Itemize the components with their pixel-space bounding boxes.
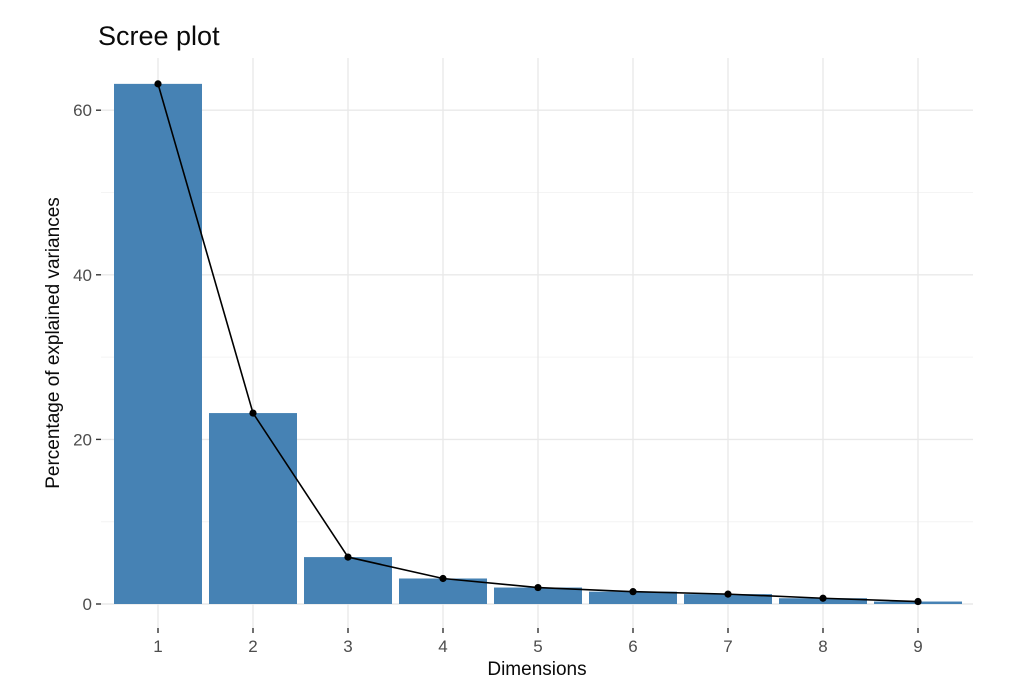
data-point-dim-1 — [154, 80, 162, 88]
bar-dim-1 — [114, 83, 202, 604]
data-point-dim-4 — [439, 574, 447, 583]
x-tick-label: 4 — [438, 637, 447, 656]
chart-layers: 1 2 3 4 5 6 7 8 9 0 20 40 60 — [73, 58, 973, 656]
x-axis-label: Dimensions — [487, 659, 586, 680]
x-tick-label: 8 — [818, 637, 827, 656]
bar-dim-7 — [684, 594, 772, 604]
data-point-dim-7 — [724, 590, 732, 598]
data-point-dim-6 — [629, 588, 637, 596]
y-tick-label: 40 — [73, 266, 92, 285]
bar-dim-5 — [494, 587, 582, 604]
y-tick-label: 0 — [83, 595, 92, 614]
x-tick-label: 6 — [628, 637, 637, 656]
y-tick-label: 20 — [73, 430, 92, 449]
data-point-dim-8 — [819, 594, 827, 602]
data-point-dim-2 — [249, 409, 257, 417]
x-tick-label: 5 — [533, 637, 542, 656]
x-tick-label: 2 — [248, 637, 257, 656]
data-point-dim-9 — [914, 597, 922, 606]
x-tick-label: 3 — [343, 637, 352, 656]
x-tick-label: 7 — [723, 637, 732, 656]
x-tick-label: 9 — [913, 637, 922, 656]
x-tick-label: 1 — [153, 637, 162, 656]
bar-dim-6 — [589, 591, 677, 604]
bar-dim-3 — [304, 557, 392, 604]
data-point-dim-5 — [534, 583, 542, 592]
y-axis-label: Percentage of explained variances — [43, 197, 64, 489]
y-tick-label: 60 — [73, 101, 92, 120]
bar-dim-4 — [399, 578, 487, 604]
data-point-dim-3 — [344, 553, 352, 561]
bar-dim-2 — [209, 413, 297, 604]
chart-title: Scree plot — [98, 21, 220, 51]
